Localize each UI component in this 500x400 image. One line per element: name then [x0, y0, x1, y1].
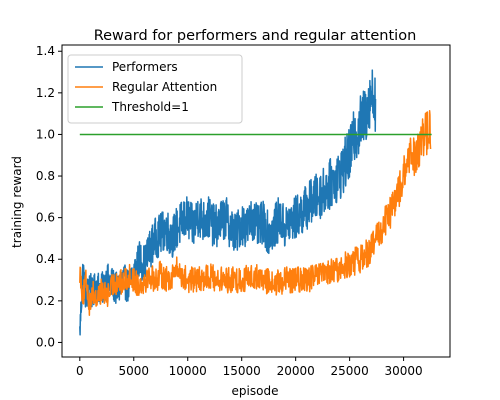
y-tick-label: 0.6 [36, 211, 55, 225]
y-tick-label: 0.8 [36, 169, 55, 183]
x-tick-label: 15000 [223, 364, 261, 378]
plot-area [61, 44, 451, 358]
y-tick-label: 1.0 [36, 127, 55, 141]
x-tick-label: 20000 [277, 364, 315, 378]
legend-box [67, 54, 243, 124]
legend-entries: Performers Regular Attention Threshold=1 [75, 60, 217, 114]
legend-label-threshold-1: Threshold=1 [111, 100, 189, 114]
y-tick-label: 1.4 [36, 44, 55, 58]
y-tick-label: 0.4 [36, 252, 55, 266]
y-tick-label: 1.2 [36, 86, 55, 100]
x-axis-label: episode [232, 384, 279, 398]
y-axis-label: training reward [10, 156, 24, 248]
x-axis-ticks: 0 5000 10000 15000 20000 25000 30000 [76, 357, 423, 378]
y-axis-ticks: 0.0 0.2 0.4 0.6 0.8 1.0 1.2 1.4 [36, 44, 62, 349]
axes-frame [61, 44, 451, 358]
y-tick-label: 0.0 [36, 335, 55, 349]
x-tick-label: 5000 [118, 364, 149, 378]
x-tick-label: 10000 [169, 364, 207, 378]
x-tick-label: 0 [76, 364, 84, 378]
legend-label-performers: Performers [112, 60, 178, 74]
y-tick-label: 0.2 [36, 294, 55, 308]
x-tick-label: 30000 [384, 364, 422, 378]
x-tick-label: 25000 [331, 364, 369, 378]
legend: Performers Regular Attention Threshold=1 [67, 54, 243, 124]
legend-label-regular-attention: Regular Attention [112, 80, 217, 94]
series-layer [79, 69, 432, 336]
chart-title: Reward for performers and regular attent… [94, 28, 417, 44]
series-line-regular-attention [79, 110, 432, 316]
